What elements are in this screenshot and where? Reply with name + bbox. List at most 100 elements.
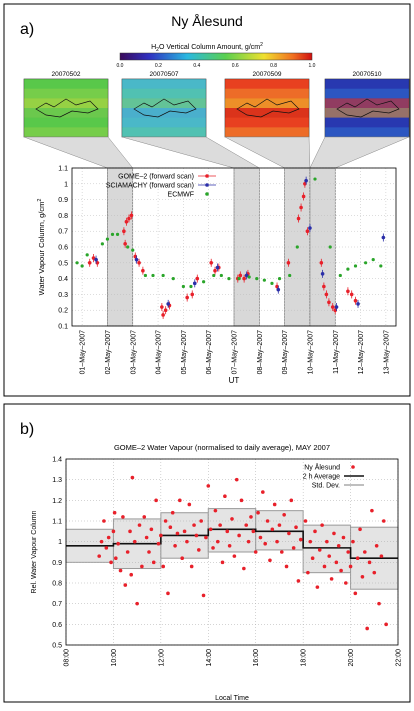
data-point — [126, 245, 130, 249]
map-band — [225, 108, 309, 118]
x-tick-label: 12–May–2007 — [358, 330, 365, 374]
data-point — [284, 564, 289, 569]
data-point — [367, 560, 372, 565]
data-point — [170, 510, 175, 515]
data-point — [296, 216, 301, 221]
data-point — [325, 539, 329, 544]
chart-b: GOME–2 Water Vapour (normalised to daily… — [31, 443, 403, 702]
data-point — [131, 248, 135, 252]
colorbar-tick-label: 0.2 — [155, 63, 162, 69]
data-point — [192, 281, 197, 286]
map-date-label: 20070502 — [52, 71, 81, 78]
plot-frame — [71, 167, 397, 327]
map-thumbnails: 20070502 20070507 20070509 20070510 — [23, 71, 410, 138]
x-tick-label: 11–May–2007 — [333, 330, 340, 374]
data-point — [348, 564, 353, 569]
colorbar-tick-label: 0.8 — [270, 63, 277, 69]
data-point — [212, 273, 216, 278]
y-tick-label: 1.3 — [52, 477, 62, 484]
data-point — [166, 591, 170, 596]
x-tick-label: 10–May–2007 — [307, 330, 314, 374]
x-tick-label: 01–May–2007 — [80, 330, 87, 374]
data-point — [263, 541, 268, 546]
y-tick-label: 0.5 — [52, 643, 62, 650]
legend-label: GOME–2 (forward scan) — [118, 174, 194, 181]
data-point — [220, 560, 225, 565]
colorbar-tick-label: 0.0 — [117, 63, 124, 69]
data-point — [303, 519, 308, 523]
map-band — [225, 117, 309, 128]
data-point — [277, 523, 282, 527]
data-point — [277, 277, 282, 281]
y-tick-label: 0.6 — [58, 245, 68, 252]
data-point — [289, 498, 294, 503]
data-point — [308, 226, 312, 230]
legend-label: Std. Dev. — [312, 483, 340, 490]
data-point — [189, 564, 194, 569]
data-point — [295, 245, 299, 249]
data-point — [329, 577, 334, 581]
data-point — [308, 539, 313, 544]
y-tick-label: 0.1 — [58, 324, 68, 331]
data-point — [344, 581, 348, 585]
data-point — [129, 213, 134, 218]
data-point — [166, 302, 170, 306]
data-point — [192, 523, 196, 527]
data-point — [334, 560, 339, 565]
data-point — [185, 295, 189, 300]
data-point — [320, 272, 325, 276]
data-point — [194, 533, 199, 538]
data-point — [244, 273, 249, 278]
data-point — [379, 554, 384, 558]
data-point — [282, 513, 286, 517]
data-point — [189, 284, 193, 289]
data-point — [338, 273, 342, 278]
data-point — [313, 177, 317, 181]
legend-label: SCIAMACHY (forward scan) — [106, 183, 194, 190]
y-axis-label-sup: 2 — [37, 199, 43, 202]
data-point — [363, 550, 367, 554]
data-point — [296, 579, 301, 583]
map-band — [225, 98, 309, 108]
x-tick-label: 16:00 — [253, 649, 260, 667]
data-point — [298, 537, 303, 542]
data-point — [258, 535, 263, 540]
data-point — [168, 525, 173, 529]
map-band — [325, 127, 409, 137]
data-point — [85, 253, 89, 257]
data-point — [324, 292, 329, 297]
data-point — [161, 564, 166, 569]
y-axis-label: Water Vapour Column, g/cm2 — [37, 199, 46, 296]
data-point — [341, 535, 346, 540]
map-band — [122, 127, 206, 137]
map-band — [24, 79, 108, 89]
data-point — [97, 554, 101, 558]
data-point — [160, 305, 164, 309]
average-line — [66, 528, 398, 559]
std-dev-band — [207, 508, 257, 553]
data-point — [129, 572, 134, 577]
data-point — [294, 525, 298, 529]
data-point — [384, 622, 388, 627]
data-point — [346, 267, 350, 271]
x-tick-label: 18:00 — [301, 649, 308, 667]
data-point — [238, 273, 243, 278]
y-tick-label: 0.4 — [58, 276, 68, 283]
map-band — [122, 79, 206, 89]
y-tick-label: 0.5 — [58, 260, 68, 267]
map-date-label: 20070509 — [253, 71, 282, 78]
map-coastline — [133, 98, 197, 118]
data-point — [379, 264, 383, 268]
panel-a-frame — [3, 3, 411, 397]
x-tick-label: 04–May–2007 — [156, 330, 163, 374]
y-tick-label: 1.4 — [52, 457, 62, 464]
x-tick-label: 10:00 — [111, 649, 118, 667]
y-tick-label: 0.9 — [52, 560, 62, 567]
data-point — [173, 544, 177, 548]
data-point — [372, 570, 377, 575]
data-point — [112, 510, 117, 515]
map-band — [24, 98, 108, 108]
x-tick-label: 08:00 — [64, 649, 71, 667]
data-point — [115, 232, 120, 236]
